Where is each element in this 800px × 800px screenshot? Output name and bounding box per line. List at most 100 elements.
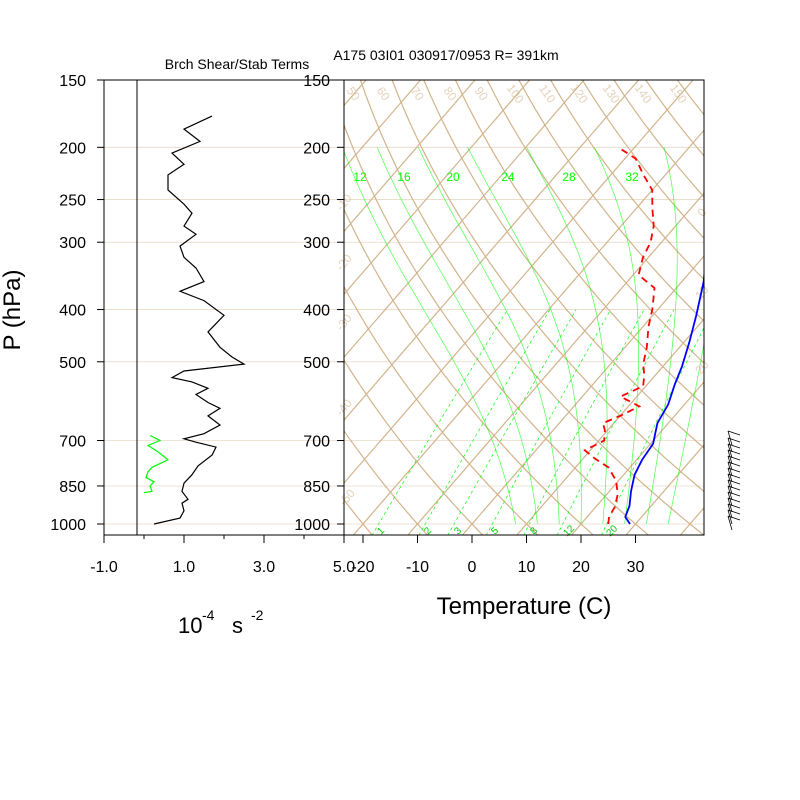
mixing-ratio-line	[486, 309, 611, 535]
isotherm-label--50: -50	[336, 486, 358, 509]
right-xtick-label-10: 10	[518, 559, 536, 576]
mixing-ratio-label-16: 16	[397, 170, 411, 184]
wind-barb-flag	[727, 503, 741, 509]
isotherm-line	[461, 255, 704, 535]
mixing-ratio-label-28: 28	[562, 170, 576, 184]
right-xtick-label-0: 0	[468, 559, 477, 576]
right-panel-title: A175 03I01 030917/0953 R= 391km	[333, 47, 558, 63]
isotherm-line	[0, 64, 325, 536]
isotherm-line	[407, 192, 704, 535]
left-xtick-label-1.0: 1.0	[173, 559, 195, 576]
right-ytick-label-700: 700	[303, 434, 330, 451]
left-ytick-label-150: 150	[59, 73, 86, 90]
right-ytick-label-200: 200	[303, 140, 330, 157]
wind-barb-flag	[727, 467, 741, 473]
wind-barb-flag	[727, 443, 741, 449]
adiabat-label-110: 110	[536, 82, 559, 106]
wind-barbs	[727, 430, 741, 531]
dry-adiabat-line	[344, 358, 484, 535]
isotherm-line	[344, 80, 640, 421]
moist-adiabat-line	[467, 147, 582, 524]
wind-barb-flag	[727, 497, 741, 503]
mixing-ratio-bottom-label-20: 20	[604, 523, 620, 539]
mixing-ratio-label-12: 12	[353, 170, 367, 184]
shear-term-line	[153, 115, 246, 525]
moist-adiabat-line	[417, 147, 560, 524]
dewpoint-profile	[583, 146, 656, 525]
wind-barb-flag	[727, 449, 741, 455]
left-xlabel-unit: s	[232, 613, 243, 638]
wind-barb-flag	[727, 491, 741, 497]
moist-adiabat-line	[344, 150, 516, 525]
right-xtick-label--10: -10	[406, 559, 429, 576]
dry-adiabat-line	[486, 80, 704, 364]
wind-barb-shaft	[727, 515, 733, 531]
moist-adiabat-line	[667, 341, 704, 525]
isotherm-line	[344, 80, 694, 484]
right-x-axis-label: Temperature (C)	[437, 593, 612, 620]
adiabat-label-150: 150	[667, 81, 690, 106]
left-y-ticks: 150 200 250 300 400 500 700 850 1000	[50, 73, 104, 534]
left-xlabel-exp: -4	[202, 607, 215, 623]
right-ytick-label-250: 250	[303, 193, 330, 210]
right-ytick-label-150: 150	[303, 73, 330, 90]
adiabat-label-140: 140	[632, 81, 655, 106]
left-xlabel-unit-exp: -2	[251, 607, 264, 623]
isotherm-label-20: 20	[692, 358, 712, 377]
dry-adiabat-line	[581, 80, 704, 240]
adiabat-label-120: 120	[568, 81, 591, 106]
left-pressure-gridlines	[104, 79, 344, 525]
adiabat-labels: 50 60 70 80 90 100 110 120 130 140 150	[344, 81, 690, 106]
dry-adiabat-line	[790, 64, 800, 536]
left-x-ticks: -1.0 1.0 3.0 5.0	[90, 535, 355, 576]
dry-adiabat-line	[344, 285, 539, 535]
isotherm-line	[679, 506, 704, 535]
stability-term-line	[143, 434, 170, 494]
left-ytick-label-250: 250	[59, 193, 86, 210]
left-ytick-label-700: 700	[59, 434, 86, 451]
isotherm-line	[344, 80, 367, 107]
wind-barb-flag	[727, 461, 741, 467]
temperature-profile	[624, 267, 704, 525]
dry-adiabat-line	[644, 80, 704, 157]
right-xtick-label-20: 20	[572, 559, 590, 576]
left-ytick-label-200: 200	[59, 140, 86, 157]
left-y-axis-label: P (hPa)	[0, 270, 26, 351]
wind-barb-flag	[727, 515, 741, 521]
adiabat-label-70: 70	[408, 84, 427, 103]
dry-adiabat-line	[423, 80, 704, 449]
dry-adiabat-line	[344, 429, 429, 535]
left-xtick-label--1.0: -1.0	[90, 559, 118, 576]
dry-adiabat-line	[344, 208, 594, 535]
adiabat-label-100: 100	[504, 81, 527, 106]
mixing-ratio-line	[556, 309, 675, 535]
mixing-ratio-line	[447, 309, 577, 535]
left-ytick-label-400: 400	[59, 303, 86, 320]
wind-barb-flag	[727, 509, 741, 515]
left-ytick-label-500: 500	[59, 355, 86, 372]
left-xtick-label-3.0: 3.0	[253, 559, 275, 576]
right-panel-frame	[343, 79, 705, 536]
mixing-ratio-labels: 12 16 20 24 28 32	[353, 170, 639, 184]
wind-barb-shaft	[727, 430, 733, 446]
right-ytick-label-1000: 1000	[294, 517, 330, 534]
isotherm-line	[344, 80, 531, 296]
mixing-ratio-line	[523, 309, 645, 535]
dry-adiabat-line	[359, 80, 704, 535]
dry-adiabat-line	[728, 64, 800, 536]
left-ytick-label-850: 850	[59, 479, 86, 496]
isotherm-line	[570, 381, 704, 535]
left-xtick-label-5.0: 5.0	[333, 559, 355, 576]
right-ytick-label-400: 400	[303, 303, 330, 320]
dry-adiabat-line	[697, 64, 800, 536]
right-background-lines	[0, 64, 800, 536]
right-ytick-label-300: 300	[303, 235, 330, 252]
mixing-ratio-bottom-label-12: 12	[561, 523, 577, 539]
left-plot-lines	[143, 115, 246, 525]
mixing-ratio-lines	[371, 309, 704, 535]
dry-adiabat-line	[518, 80, 704, 322]
mixing-ratio-label-24: 24	[501, 170, 515, 184]
wind-barb-flag	[727, 479, 741, 485]
